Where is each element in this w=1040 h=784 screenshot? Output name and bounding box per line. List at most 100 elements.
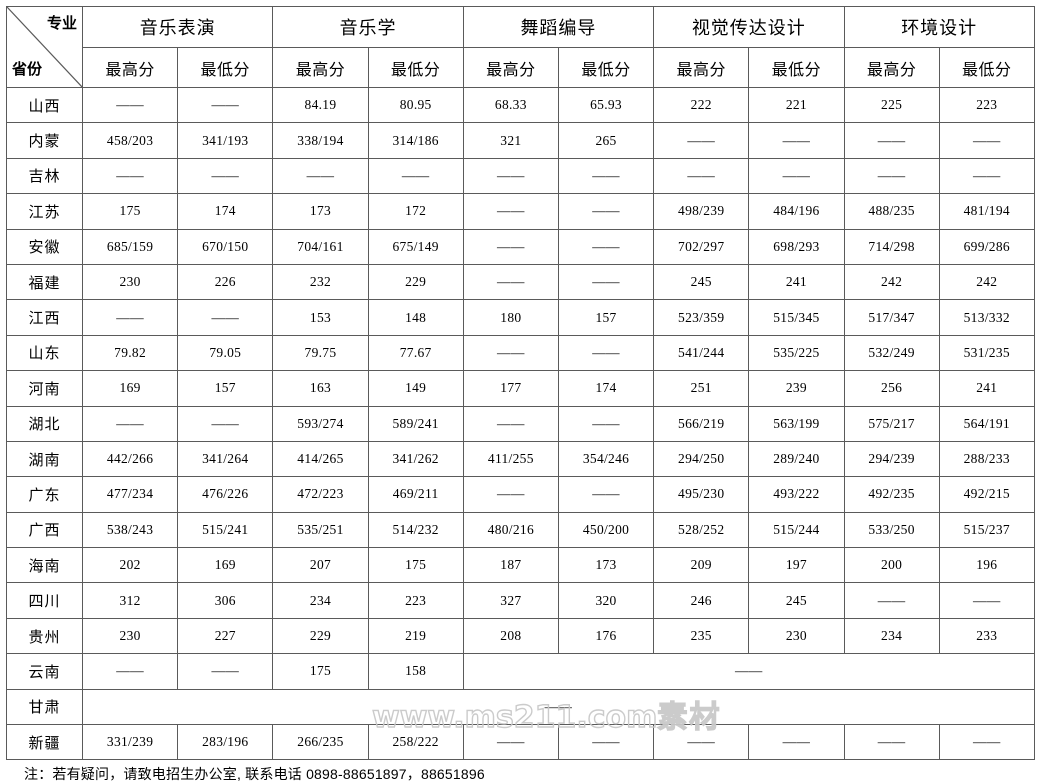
score-cell: —— [557, 724, 655, 761]
province-cell: 山西 [6, 86, 83, 124]
score-cell: 175 [272, 653, 369, 690]
score-cell: 564/191 [938, 405, 1035, 442]
table-row: 广西 538/243 515/241 535/251 514/232 480/216 450… [6, 511, 1035, 549]
province-cell: 湖北 [6, 405, 83, 442]
score-cell: 515/345 [748, 299, 845, 336]
score-cell: 158 [367, 653, 464, 690]
score-cell: 251 [653, 370, 750, 407]
province-cell: 云南 [6, 653, 83, 690]
score-cell: —— [81, 157, 179, 195]
table-row: 内蒙 458/203 341/193 338/194 314/186 321 265 —— ——… [6, 122, 1035, 159]
score-cell: 239 [748, 370, 845, 407]
sub-header-0: 最高分 [81, 47, 179, 88]
sub-header-8: 最高分 [843, 47, 940, 88]
score-cell: —— [177, 405, 274, 442]
sub-header-5: 最低分 [557, 47, 655, 88]
score-cell: 484/196 [748, 193, 845, 230]
score-cell: 289/240 [748, 440, 845, 478]
score-cell: —— [462, 334, 559, 372]
score-cell: 411/255 [462, 440, 559, 478]
table-row: 江苏 175 174 173 172 —— —— 498/239 484/196 488/235 4… [6, 193, 1035, 230]
score-cell: 173 [557, 547, 655, 584]
score-cell: —— [81, 405, 179, 442]
admission-score-table: 专业 省份 音乐表演 音乐学 舞蹈编导 视觉传达设计 环境设计 最高分 最低分 … [6, 6, 1035, 761]
score-cell: 327 [462, 582, 559, 619]
score-cell: 174 [177, 193, 274, 230]
score-cell: 541/244 [653, 334, 750, 372]
score-cell: —— [938, 122, 1035, 159]
province-cell: 江苏 [6, 193, 83, 230]
score-cell: 202 [81, 547, 179, 584]
score-cell: 245 [653, 263, 750, 301]
score-cell: 589/241 [367, 405, 464, 442]
table-header: 专业 省份 音乐表演 音乐学 舞蹈编导 视觉传达设计 环境设计 最高分 最低分 … [6, 6, 1035, 88]
score-cell: 283/196 [177, 724, 274, 761]
score-cell: —— [748, 724, 845, 761]
score-cell: 515/241 [177, 511, 274, 549]
table-body: 山西 —— —— 84.19 80.95 68.33 65.93 222 221 225 223 内蒙… [6, 86, 1035, 761]
sub-header-9: 最低分 [938, 47, 1035, 88]
score-cell: 241 [938, 370, 1035, 407]
score-cell: 469/211 [367, 476, 464, 513]
score-cell: 153 [272, 299, 369, 336]
score-cell: 65.93 [557, 86, 655, 124]
score-cell: 242 [938, 263, 1035, 301]
province-cell: 广西 [6, 511, 83, 549]
table-row: 海南 202 169 207 175 187 173 209 197 200 196 [6, 547, 1035, 584]
score-cell: 513/332 [938, 299, 1035, 336]
score-cell: 477/234 [81, 476, 179, 513]
province-cell: 海南 [6, 547, 83, 584]
score-cell: —— [653, 122, 750, 159]
score-cell: 338/194 [272, 122, 369, 159]
score-cell: 442/266 [81, 440, 179, 478]
score-cell: 517/347 [843, 299, 940, 336]
table-row: 云南 —— —— 175 158 —— [6, 653, 1035, 690]
score-cell: 84.19 [272, 86, 369, 124]
score-cell: 476/226 [177, 476, 274, 513]
score-cell: 458/203 [81, 122, 179, 159]
score-cell: 704/161 [272, 228, 369, 265]
score-cell: 234 [272, 582, 369, 619]
score-cell: —— [557, 193, 655, 230]
table-row: 吉林 —— —— —— —— —— —— —— —— —— —— [6, 157, 1035, 195]
score-cell-merged: —— [462, 653, 1035, 690]
score-cell: —— [177, 653, 274, 690]
score-cell: 515/244 [748, 511, 845, 549]
sub-header-2: 最高分 [272, 47, 369, 88]
score-cell: 177 [462, 370, 559, 407]
table-row: 四川 312 306 234 223 327 320 246 245 —— —— [6, 582, 1035, 619]
score-cell: —— [938, 582, 1035, 619]
score-cell: 227 [177, 617, 274, 655]
score-cell: 229 [272, 617, 369, 655]
score-cell: 495/230 [653, 476, 750, 513]
score-cell: 532/249 [843, 334, 940, 372]
score-cell: —— [177, 86, 274, 124]
score-cell: —— [557, 476, 655, 513]
province-cell: 江西 [6, 299, 83, 336]
score-cell: 341/193 [177, 122, 274, 159]
table-row: 安徽 685/159 670/150 704/161 675/149 —— —— 702/29… [6, 228, 1035, 265]
score-cell: 314/186 [367, 122, 464, 159]
province-cell: 安徽 [6, 228, 83, 265]
score-cell: 223 [938, 86, 1035, 124]
score-cell: 157 [557, 299, 655, 336]
score-cell: 68.33 [462, 86, 559, 124]
score-cell: 208 [462, 617, 559, 655]
score-cell: 234 [843, 617, 940, 655]
score-cell: 698/293 [748, 228, 845, 265]
province-cell: 新疆 [6, 724, 83, 761]
score-cell: 200 [843, 547, 940, 584]
province-cell: 吉林 [6, 157, 83, 195]
score-cell: —— [81, 86, 179, 124]
score-cell: 265 [557, 122, 655, 159]
score-cell: —— [843, 582, 940, 619]
score-cell: 187 [462, 547, 559, 584]
score-cell: —— [557, 263, 655, 301]
sub-header-6: 最高分 [653, 47, 750, 88]
sub-header-row: 最高分 最低分 最高分 最低分 最高分 最低分 最高分 最低分 最高分 最低分 [7, 47, 1035, 88]
score-cell: 223 [367, 582, 464, 619]
score-cell: 169 [81, 370, 179, 407]
score-cell: —— [557, 334, 655, 372]
score-cell: 230 [81, 617, 179, 655]
score-cell: 163 [272, 370, 369, 407]
